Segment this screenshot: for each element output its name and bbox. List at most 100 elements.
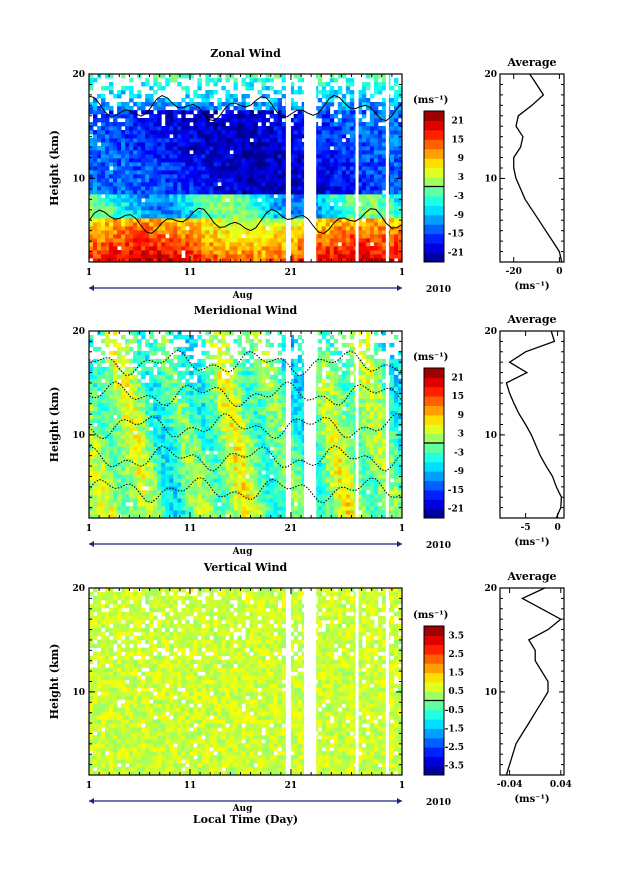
heatmap-cell bbox=[217, 382, 222, 388]
heatmap-cell bbox=[189, 126, 194, 131]
heatmap-cell bbox=[277, 138, 283, 143]
heatmap-cell bbox=[233, 222, 238, 227]
heatmap-cell bbox=[205, 230, 210, 235]
heatmap-cell bbox=[181, 118, 186, 123]
heatmap-cell bbox=[109, 110, 114, 115]
heatmap-cell bbox=[229, 398, 234, 404]
heatmap-cell bbox=[321, 238, 327, 243]
heatmap-cell bbox=[221, 474, 226, 479]
heatmap-cell bbox=[205, 118, 210, 123]
heatmap-cell bbox=[177, 190, 182, 195]
heatmap-cell bbox=[237, 242, 242, 247]
heatmap-cell bbox=[129, 114, 134, 119]
heatmap-cell bbox=[281, 166, 287, 171]
heatmap-cell bbox=[245, 230, 250, 235]
heatmap-cell bbox=[133, 358, 138, 364]
heatmap-cell bbox=[129, 338, 134, 344]
heatmap-cell bbox=[101, 218, 106, 223]
heatmap-cell bbox=[109, 190, 114, 195]
heatmap-cell bbox=[113, 250, 118, 255]
heatmap-cell bbox=[93, 230, 98, 235]
heatmap-cell bbox=[149, 346, 154, 352]
heatmap-cell bbox=[241, 78, 246, 83]
heatmap-cell bbox=[181, 410, 186, 415]
heatmap-cell bbox=[97, 210, 102, 215]
heatmap-cell bbox=[321, 126, 327, 131]
heatmap-cell bbox=[325, 258, 331, 263]
heatmap-cell bbox=[233, 502, 238, 507]
heatmap-cell bbox=[121, 358, 126, 364]
heatmap-cell bbox=[237, 258, 242, 263]
heatmap-cell bbox=[329, 258, 335, 263]
heatmap-cell bbox=[365, 106, 371, 111]
heatmap-cell bbox=[157, 426, 162, 431]
heatmap-cell bbox=[113, 470, 118, 475]
heatmap-cell bbox=[153, 134, 158, 139]
heatmap-cell bbox=[193, 226, 198, 231]
heatmap-cell bbox=[101, 494, 106, 499]
heatmap-cell bbox=[229, 502, 234, 507]
heatmap-cell bbox=[329, 90, 335, 95]
heatmap-cell bbox=[377, 174, 383, 179]
heatmap-cell bbox=[205, 402, 210, 407]
heatmap-cell bbox=[193, 210, 198, 215]
heatmap-cell bbox=[225, 186, 230, 191]
heatmap-cell bbox=[349, 190, 355, 195]
heatmap-cell bbox=[153, 406, 158, 411]
heatmap-cell bbox=[149, 138, 154, 143]
heatmap-cell bbox=[145, 390, 150, 396]
heatmap-cell bbox=[169, 382, 174, 388]
heatmap-cell bbox=[345, 234, 351, 239]
heatmap-cell bbox=[369, 126, 375, 131]
heatmap-cell bbox=[93, 494, 98, 499]
heatmap-cell bbox=[209, 450, 214, 455]
heatmap-cell bbox=[205, 162, 210, 167]
heatmap-cell bbox=[217, 418, 222, 423]
heatmap-cell bbox=[381, 194, 387, 199]
heatmap-cell bbox=[105, 426, 110, 431]
heatmap-cell bbox=[381, 258, 387, 263]
heatmap-cell bbox=[373, 90, 379, 95]
heatmap-cell bbox=[97, 486, 102, 491]
heatmap-cell bbox=[97, 362, 102, 368]
heatmap-cell bbox=[185, 406, 190, 411]
heatmap-cell bbox=[369, 106, 375, 111]
heatmap-cell bbox=[193, 234, 198, 239]
heatmap-cell bbox=[133, 382, 138, 388]
heatmap-cell bbox=[129, 382, 134, 388]
heatmap-cell bbox=[265, 230, 270, 235]
heatmap-cell bbox=[113, 190, 118, 195]
heatmap-cell bbox=[197, 194, 202, 199]
heatmap-cell bbox=[149, 166, 154, 171]
heatmap-cell bbox=[145, 214, 150, 219]
heatmap-cell bbox=[105, 386, 110, 392]
heatmap-cell bbox=[153, 450, 158, 455]
heatmap-cell bbox=[117, 138, 122, 143]
heatmap-cell bbox=[393, 122, 399, 127]
heatmap-cell bbox=[225, 434, 230, 439]
heatmap-cell bbox=[137, 118, 142, 123]
heatmap-cell bbox=[253, 102, 258, 107]
heatmap-cell bbox=[181, 210, 186, 215]
heatmap-cell bbox=[185, 442, 190, 447]
heatmap-cell bbox=[193, 170, 198, 175]
heatmap-cell bbox=[89, 242, 94, 247]
heatmap-cell bbox=[369, 186, 375, 191]
heatmap-cell bbox=[361, 242, 367, 247]
heatmap-cell bbox=[209, 418, 214, 423]
heatmap-cell bbox=[137, 386, 142, 392]
heatmap-cell bbox=[321, 110, 327, 115]
heatmap-cell bbox=[201, 202, 206, 207]
heatmap-cell bbox=[237, 246, 242, 251]
heatmap-cell bbox=[365, 166, 371, 171]
heatmap-cell bbox=[129, 154, 134, 159]
heatmap-cell bbox=[113, 410, 118, 415]
heatmap-cell bbox=[169, 394, 174, 400]
heatmap-cell bbox=[189, 146, 194, 151]
heatmap-cell bbox=[365, 158, 371, 163]
heatmap-cell bbox=[233, 146, 238, 151]
heatmap-cell bbox=[125, 450, 130, 455]
heatmap-cell bbox=[117, 342, 122, 348]
heatmap-cell bbox=[209, 254, 214, 259]
heatmap-cell bbox=[341, 194, 347, 199]
